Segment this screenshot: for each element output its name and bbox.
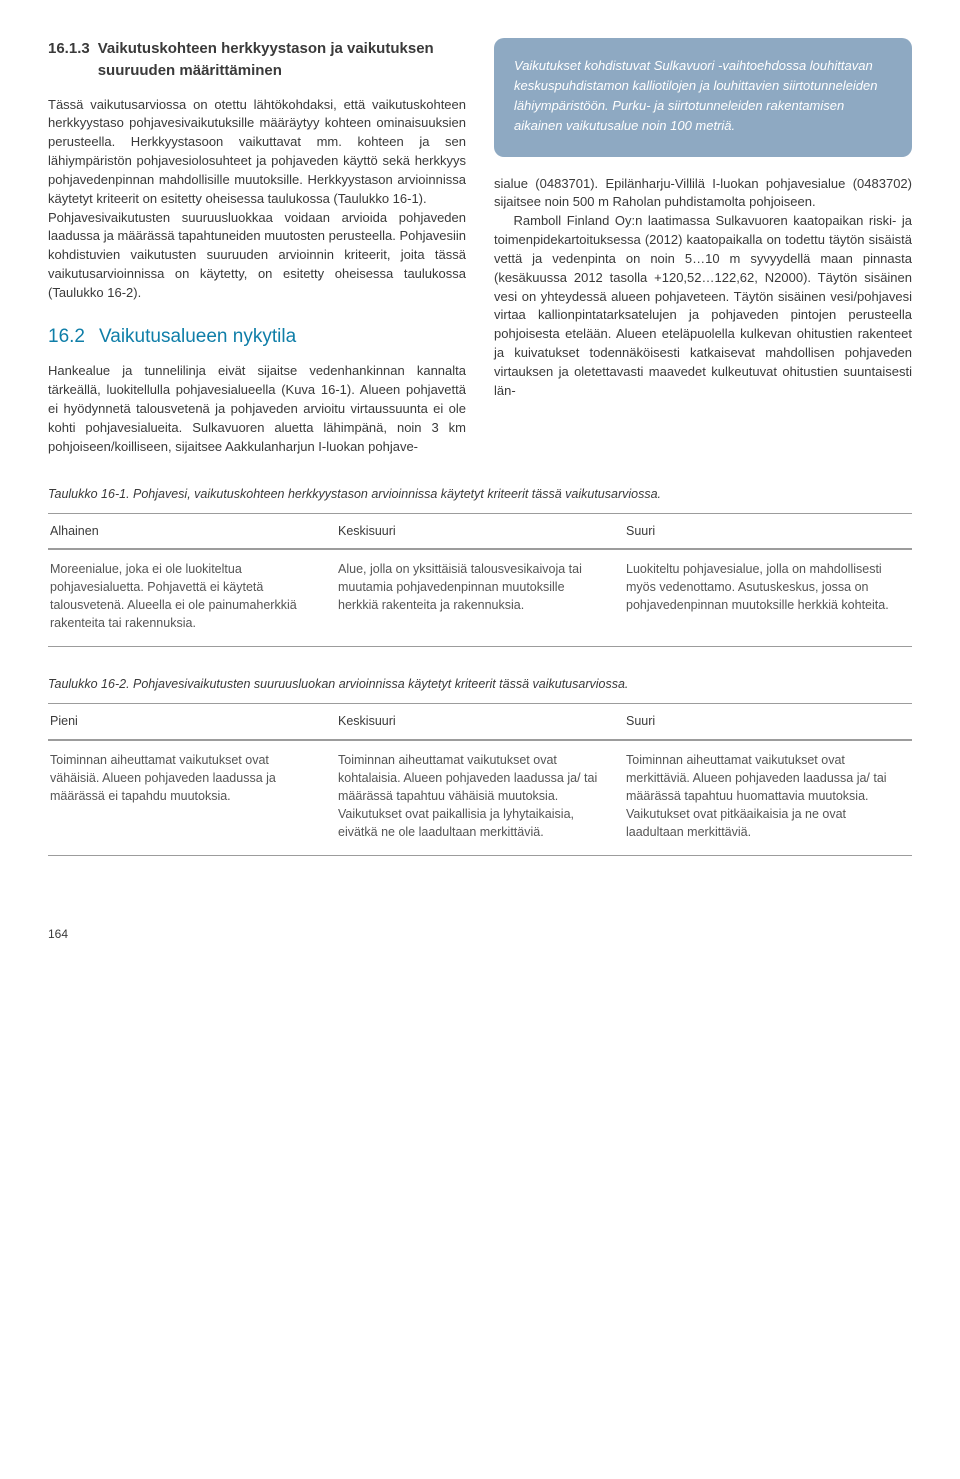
table-16-2: Pieni Keskisuuri Suuri Toiminnan aiheutt…: [48, 703, 912, 856]
right-para-1: sialue (0483701). Epilänharju-Villilä I-…: [494, 175, 912, 213]
section-162-para: Hankealue ja tunnelilinja eivät sijaitse…: [48, 362, 466, 456]
left-column: 16.1.3 Vaikutuskohteen herkkyystason ja …: [48, 38, 466, 457]
section-title: Vaikutusalueen nykytila: [99, 326, 296, 347]
table-row: Toiminnan aiheuttamat vaikutukset ovat v…: [48, 740, 912, 857]
right-column: Vaikutukset kohdistuvat Sulkavuori -vaih…: [494, 38, 912, 457]
section-16-2-heading: 16.2 Vaikutusalueen nykytila: [48, 323, 466, 351]
table-header: Pieni: [48, 703, 336, 739]
two-column-layout: 16.1.3 Vaikutuskohteen herkkyystason ja …: [48, 38, 912, 457]
table-header: Alhainen: [48, 513, 336, 549]
table-cell: Toiminnan aiheuttamat vaikutukset ovat k…: [336, 740, 624, 857]
table-cell: Luokiteltu pohjavesialue, jolla on mahdo…: [624, 549, 912, 648]
section-title: Vaikutuskohteen herkkyystason ja vaikutu…: [98, 38, 466, 82]
callout-box: Vaikutukset kohdistuvat Sulkavuori -vaih…: [494, 38, 912, 157]
callout-text: Vaikutukset kohdistuvat Sulkavuori -vaih…: [514, 58, 878, 133]
section-number: 16.1.3: [48, 38, 90, 82]
section-1613-para-1: Tässä vaikutusarviossa on otettu lähtöko…: [48, 96, 466, 209]
section-1613-para-2: Pohjavesivaikutusten suuruusluokkaa void…: [48, 209, 466, 303]
page-number: 164: [48, 926, 912, 943]
table-cell: Moreenialue, joka ei ole luokiteltua poh…: [48, 549, 336, 648]
right-column-body: sialue (0483701). Epilänharju-Villilä I-…: [494, 175, 912, 401]
table-header: Suuri: [624, 513, 912, 549]
table-row: Moreenialue, joka ei ole luokiteltua poh…: [48, 549, 912, 648]
table-cell: Toiminnan aiheuttamat vaikutukset ovat v…: [48, 740, 336, 857]
table-16-2-caption: Taulukko 16-2. Pohjavesivaikutusten suur…: [48, 675, 912, 693]
table-header: Suuri: [624, 703, 912, 739]
section-16-1-3-heading: 16.1.3 Vaikutuskohteen herkkyystason ja …: [48, 38, 466, 82]
section-number: 16.2: [48, 326, 85, 347]
table-16-1-caption: Taulukko 16-1. Pohjavesi, vaikutuskohtee…: [48, 485, 912, 503]
table-cell: Toiminnan aiheuttamat vaikutukset ovat m…: [624, 740, 912, 857]
table-header: Keskisuuri: [336, 513, 624, 549]
right-para-2: Ramboll Finland Oy:n laatimassa Sulkavuo…: [494, 212, 912, 400]
table-row: Pieni Keskisuuri Suuri: [48, 703, 912, 739]
table-cell: Alue, jolla on yksittäisiä talousvesikai…: [336, 549, 624, 648]
table-header: Keskisuuri: [336, 703, 624, 739]
table-16-1: Alhainen Keskisuuri Suuri Moreenialue, j…: [48, 513, 912, 648]
table-row: Alhainen Keskisuuri Suuri: [48, 513, 912, 549]
